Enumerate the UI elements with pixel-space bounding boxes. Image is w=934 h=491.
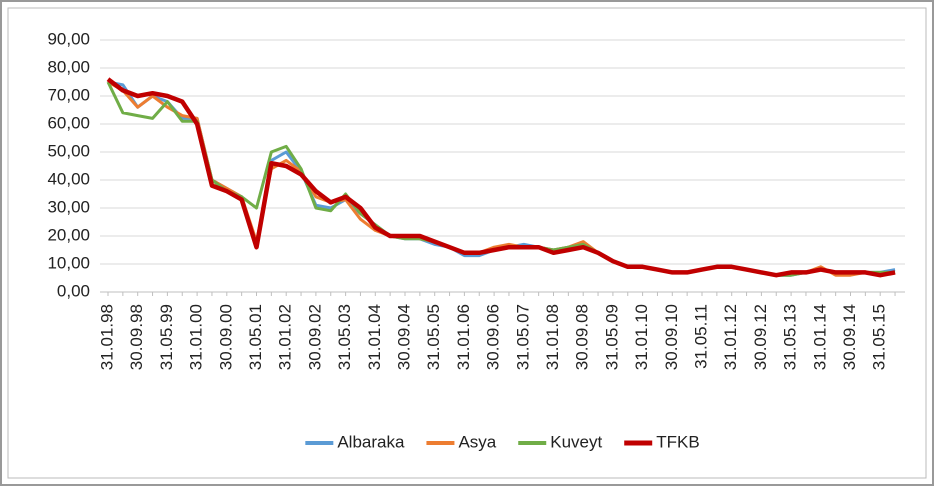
x-tick-label: 31.05.13 — [781, 304, 800, 370]
x-tick-label: 31.05.11 — [691, 304, 710, 369]
series-line — [106, 77, 896, 278]
x-tick-label: 30.09.14 — [840, 304, 859, 370]
y-tick-label: 70,00 — [47, 85, 90, 104]
x-tick-label: 30.09.02 — [305, 304, 324, 370]
x-tick-label: 31.01.08 — [543, 304, 562, 370]
y-tick-label: 90,00 — [47, 29, 90, 48]
x-tick-label: 30.09.04 — [394, 304, 413, 370]
x-tick-label: 30.09.10 — [662, 304, 681, 370]
x-tick-label: 31.05.07 — [513, 304, 532, 370]
x-tick-label: 30.09.00 — [216, 304, 235, 370]
x-tick-label: 31.05.03 — [335, 304, 354, 370]
legend-label: Asya — [458, 432, 496, 451]
legend-label: Albaraka — [337, 432, 405, 451]
x-tick-label: 31.01.06 — [454, 304, 473, 370]
y-tick-label: 80,00 — [47, 57, 90, 76]
y-tick-label: 60,00 — [47, 113, 90, 132]
x-tick-label: 31.05.09 — [602, 304, 621, 370]
x-tick-label: 31.01.14 — [810, 304, 829, 370]
y-tick-label: 20,00 — [47, 225, 90, 244]
x-tick-label: 30.09.12 — [751, 304, 770, 370]
y-tick-label: 10,00 — [47, 253, 90, 272]
y-tick-label: 40,00 — [47, 169, 90, 188]
y-tick-label: 50,00 — [47, 141, 90, 160]
x-tick-label: 31.05.01 — [246, 304, 265, 370]
x-tick-label: 31.01.12 — [721, 304, 740, 370]
legend-label: TFKB — [656, 432, 699, 451]
x-tick-label: 30.09.98 — [127, 304, 146, 370]
legend-label: Kuveyt — [550, 432, 602, 451]
x-tick-label: 31.05.05 — [424, 304, 443, 370]
y-tick-label: 30,00 — [47, 197, 90, 216]
x-tick-label: 31.01.10 — [632, 304, 651, 370]
x-tick-label: 30.09.06 — [484, 304, 503, 370]
x-tick-label: 30.09.08 — [573, 304, 592, 370]
plot-frame — [7, 7, 927, 479]
y-tick-label: 0,00 — [57, 281, 90, 300]
x-tick-label: 31.05.15 — [870, 304, 889, 370]
x-tick-label: 31.01.04 — [365, 304, 384, 370]
x-tick-label: 31.01.98 — [97, 304, 116, 370]
x-tick-label: 31.01.00 — [187, 304, 206, 370]
x-tick-label: 31.01.02 — [276, 304, 295, 370]
x-tick-label: 31.05.99 — [157, 304, 176, 370]
